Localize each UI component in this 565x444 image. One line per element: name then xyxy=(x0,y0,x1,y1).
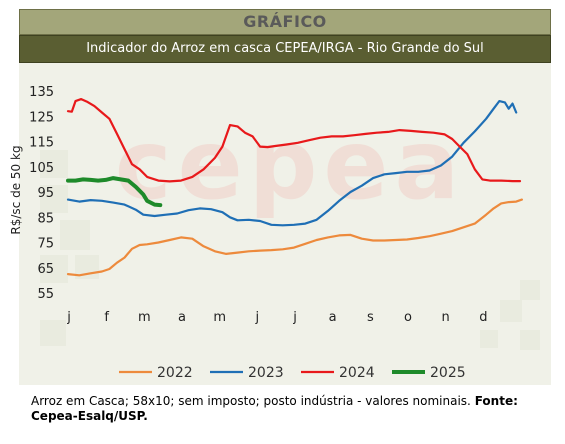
x-tick-label: s xyxy=(367,310,374,325)
chart-header-title: GRÁFICO xyxy=(243,12,327,31)
caption-source: Fonte: Cepea-Esalq/USP. xyxy=(31,394,518,423)
y-tick-label: 135 xyxy=(29,85,54,100)
chart-caption: Arroz em Casca; 58x10; sem imposto; post… xyxy=(31,394,541,424)
decoration-square xyxy=(60,220,90,250)
y-tick-label: 85 xyxy=(37,211,54,226)
chart-header-subtitle-bar: Indicador do Arroz em casca CEPEA/IRGA -… xyxy=(19,35,551,63)
y-tick-label: 115 xyxy=(29,136,54,151)
decoration-square xyxy=(500,300,522,322)
x-tick-label: m xyxy=(138,310,151,325)
x-tick-label: a xyxy=(178,310,186,325)
chart-header-title-bar: GRÁFICO xyxy=(19,9,551,35)
chart-header-subtitle: Indicador do Arroz em casca CEPEA/IRGA -… xyxy=(86,41,484,56)
x-tick-label: m xyxy=(213,310,226,325)
legend-label-2022: 2022 xyxy=(157,365,193,381)
x-tick-label: a xyxy=(329,310,337,325)
x-tick-label: d xyxy=(479,310,487,325)
caption-text: Arroz em Casca; 58x10; sem imposto; post… xyxy=(31,394,471,408)
chart-legend: 2022 2023 2024 2025 xyxy=(119,365,466,381)
series-line-2024 xyxy=(66,98,522,183)
decoration-square xyxy=(40,150,68,178)
y-tick-label: 75 xyxy=(37,237,54,252)
x-tick-label: n xyxy=(442,310,450,325)
x-tick-label: j xyxy=(66,310,71,325)
chart-series xyxy=(66,98,523,277)
decoration-square xyxy=(480,330,498,348)
legend-label-2024: 2024 xyxy=(339,365,375,381)
y-tick-label: 125 xyxy=(29,110,54,125)
decoration-square xyxy=(40,320,66,346)
series-line-2025 xyxy=(66,176,163,208)
series-line-2022 xyxy=(66,198,523,277)
decoration-square xyxy=(520,280,540,300)
chart-axes: 135 125 115 105 95 85 75 65 55 j f m a m j j a s o n d xyxy=(29,85,487,325)
x-tick-label: j xyxy=(255,310,260,325)
x-tick-label: o xyxy=(404,310,412,325)
legend-label-2025: 2025 xyxy=(430,365,466,381)
x-tick-label: j xyxy=(292,310,297,325)
y-tick-label: 105 xyxy=(29,161,54,176)
legend-label-2023: 2023 xyxy=(248,365,284,381)
decoration-square xyxy=(40,185,68,213)
y-tick-label: 55 xyxy=(37,287,54,302)
x-tick-label: f xyxy=(104,310,109,325)
y-axis-label: R$/sc de 50 kg xyxy=(9,145,23,234)
decoration-square xyxy=(520,330,540,350)
series-line-2023 xyxy=(66,100,518,227)
decoration-square xyxy=(40,255,68,283)
cepea-watermark: cepea xyxy=(115,109,466,221)
y-tick-label: 95 xyxy=(37,186,54,201)
y-tick-label: 65 xyxy=(37,262,54,277)
